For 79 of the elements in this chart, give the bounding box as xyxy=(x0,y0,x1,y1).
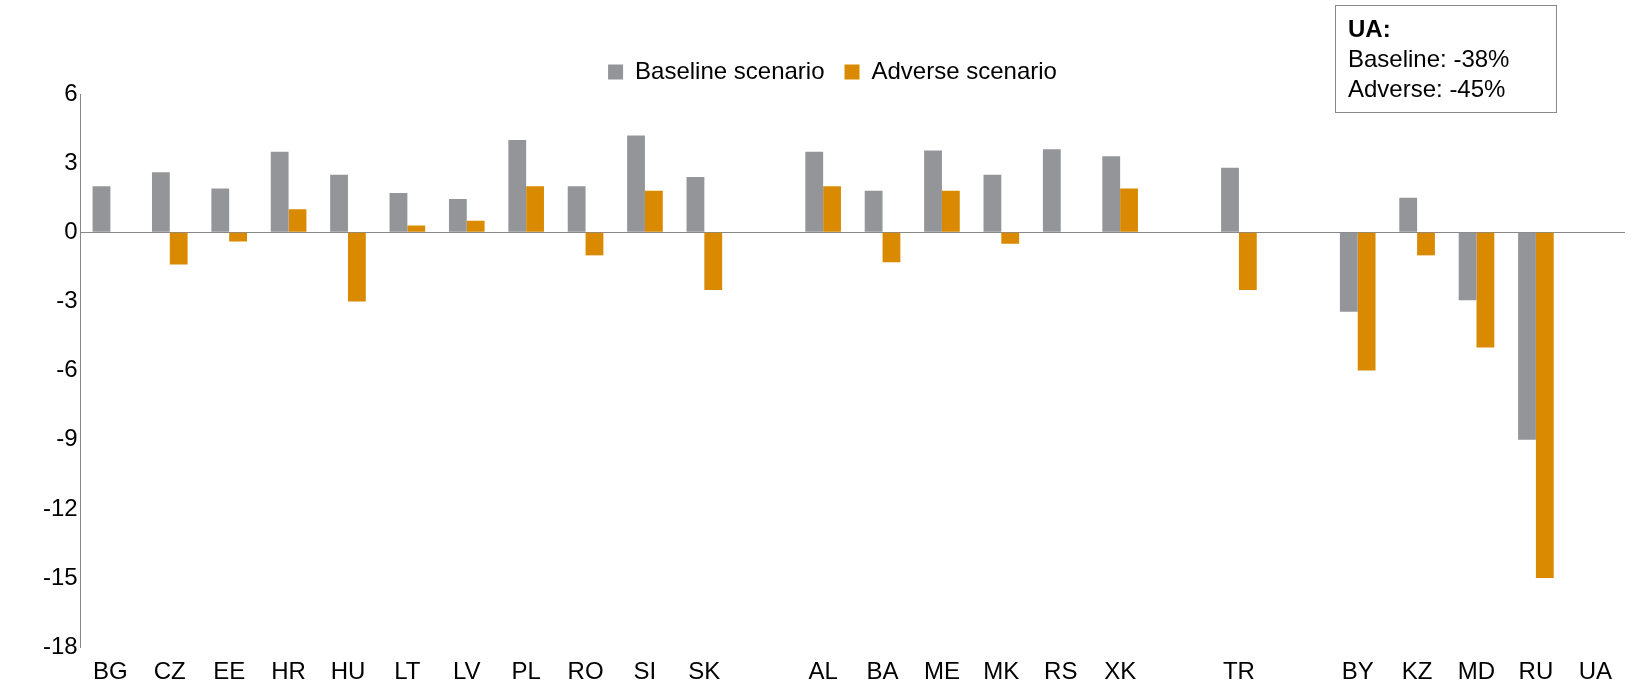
bar xyxy=(448,198,467,232)
y-tick-label: -3 xyxy=(56,286,78,314)
x-tick-label: BG xyxy=(93,657,128,685)
x-tick-label: ME xyxy=(923,657,960,685)
bar xyxy=(1518,232,1536,440)
x-tick-label: EE xyxy=(213,657,246,685)
bar xyxy=(1120,188,1138,232)
bar xyxy=(823,186,841,232)
bar xyxy=(288,209,307,232)
text: Baseline: -38% xyxy=(1348,44,1511,74)
bar xyxy=(1001,232,1020,244)
bar xyxy=(466,220,485,232)
bar xyxy=(1535,232,1554,579)
bar xyxy=(347,232,366,302)
y-tick-label: 0 xyxy=(64,216,78,244)
bar xyxy=(270,151,289,232)
bar xyxy=(1458,232,1477,301)
bar xyxy=(1399,197,1418,232)
bar xyxy=(1357,232,1376,371)
x-tick-label: BY xyxy=(1341,657,1374,685)
x-tick-label: PL xyxy=(511,657,541,685)
bar xyxy=(229,232,247,242)
bar xyxy=(1476,232,1495,348)
x-tick-label: TR xyxy=(1222,657,1255,685)
bar xyxy=(169,232,188,265)
y-tick-label: -6 xyxy=(56,355,78,383)
x-tick-label: MK xyxy=(983,657,1020,685)
y-tick-label: -9 xyxy=(56,424,78,452)
y-tick-label: 3 xyxy=(64,147,78,175)
bar xyxy=(1221,167,1239,232)
bar xyxy=(627,135,645,232)
legend-label: Baseline scenario xyxy=(635,56,825,84)
x-tick-label: RS xyxy=(1044,657,1078,685)
bar xyxy=(704,232,723,290)
bar xyxy=(585,232,604,256)
bar xyxy=(407,225,426,232)
y-tick-label: -12 xyxy=(43,493,78,521)
bar xyxy=(1417,232,1435,256)
bar xyxy=(211,188,230,232)
x-tick-label: SI xyxy=(633,657,657,685)
bar xyxy=(151,172,170,232)
bar xyxy=(1238,232,1257,290)
bar xyxy=(983,174,1002,232)
y-tick-label: -15 xyxy=(43,562,78,590)
bar xyxy=(805,151,824,232)
x-tick-label: AL xyxy=(808,657,838,685)
x-tick-label: SK xyxy=(688,657,721,685)
bar xyxy=(508,140,527,232)
x-tick-label: RO xyxy=(567,657,604,685)
bar xyxy=(686,176,705,232)
bar xyxy=(526,186,544,232)
x-tick-label: HR xyxy=(271,657,306,685)
x-tick-label: KZ xyxy=(1401,657,1433,685)
bar xyxy=(92,186,111,232)
x-tick-label: RU xyxy=(1518,657,1554,685)
x-tick-label: LT xyxy=(394,657,421,685)
bar xyxy=(1102,156,1121,232)
bar xyxy=(864,190,883,232)
x-tick-label: UA xyxy=(1578,657,1612,685)
y-tick-label: -18 xyxy=(43,631,78,659)
bar xyxy=(389,193,408,232)
x-tick-label: MD xyxy=(1457,657,1496,685)
x-tick-label: LV xyxy=(452,657,481,685)
bar xyxy=(644,190,663,232)
x-tick-label: XK xyxy=(1104,657,1137,685)
bar xyxy=(567,186,586,232)
bar xyxy=(941,190,960,232)
bar xyxy=(1339,232,1358,312)
bar xyxy=(330,174,348,232)
bar xyxy=(1042,149,1061,232)
bar xyxy=(882,232,901,263)
x-tick-label: HU xyxy=(330,657,366,685)
bar xyxy=(924,150,942,232)
annotation: Adverse: -45% xyxy=(1348,74,1507,104)
y-tick-label: 6 xyxy=(64,78,78,106)
x-tick-label: CZ xyxy=(153,657,186,685)
x-tick-label: BA xyxy=(866,657,899,685)
legend-label: Adverse scenario xyxy=(871,56,1057,84)
text: UA: xyxy=(1348,14,1392,44)
